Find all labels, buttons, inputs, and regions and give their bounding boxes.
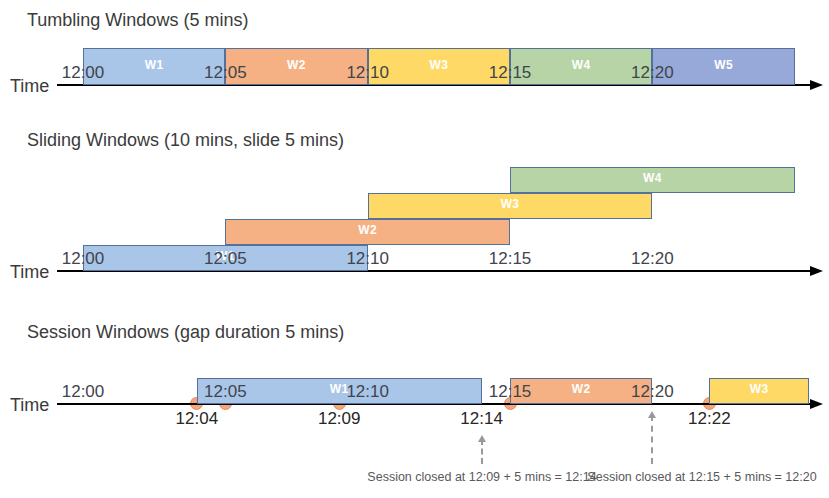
window-label: W2 <box>287 58 306 72</box>
window-label: W2 <box>358 223 377 237</box>
axis-tick-sliding: 12:05 <box>204 249 247 269</box>
window-label: W2 <box>572 382 591 396</box>
window-bar-session-w3: W3 <box>709 378 809 404</box>
window-bar-sliding-w2: W2 <box>225 219 510 245</box>
axis-tick-tumbling: 12:00 <box>62 63 105 83</box>
event-time-label: 12:14 <box>460 409 503 429</box>
event-time-label: 12:04 <box>176 409 219 429</box>
axis-tick-session: 12:00 <box>62 382 105 402</box>
axis-tick-sliding: 12:15 <box>489 249 532 269</box>
window-bar-sliding-w4: W4 <box>510 167 795 193</box>
window-bar-tumbling-w5: W5 <box>652 48 794 85</box>
window-label: W4 <box>643 171 662 185</box>
axis-tick-session: 12:10 <box>346 382 389 402</box>
session-close-arrow-icon <box>651 415 653 464</box>
axis-tick-sliding: 12:00 <box>62 249 105 269</box>
window-label: W4 <box>572 58 591 72</box>
session-close-arrow-icon <box>481 439 483 464</box>
axis-tick-tumbling: 12:05 <box>204 63 247 83</box>
axis-tick-session: 12:05 <box>204 382 247 402</box>
window-label: W1 <box>145 58 164 72</box>
axis-arrowhead-icon <box>810 266 823 276</box>
axis-tick-tumbling: 12:10 <box>346 63 389 83</box>
axis-arrowhead-icon <box>810 80 823 90</box>
windowing-strategies-diagram: Tumbling Windows (5 mins) Time W1W2W3W4W… <box>0 0 829 498</box>
window-label: W3 <box>501 197 520 211</box>
axis-tick-tumbling: 12:20 <box>631 63 674 83</box>
session-close-note: Session closed at 12:15 + 5 mins = 12:20 <box>587 470 816 485</box>
event-time-label: 12:09 <box>318 409 361 429</box>
axis-tick-session: 12:15 <box>489 382 532 402</box>
session-close-note: Session closed at 12:09 + 5 mins = 12:14 <box>367 470 596 485</box>
axis-tick-tumbling: 12:15 <box>489 63 532 83</box>
axis-arrowhead-icon <box>810 399 823 409</box>
axis-tick-session: 12:20 <box>631 382 674 402</box>
axis-tick-sliding: 12:20 <box>631 249 674 269</box>
window-label: W5 <box>714 58 733 72</box>
window-bar-sliding-w3: W3 <box>368 193 653 219</box>
axis-tick-sliding: 12:10 <box>346 249 389 269</box>
event-time-label: 12:22 <box>688 409 731 429</box>
window-label: W3 <box>750 382 769 396</box>
window-label: W3 <box>429 58 448 72</box>
